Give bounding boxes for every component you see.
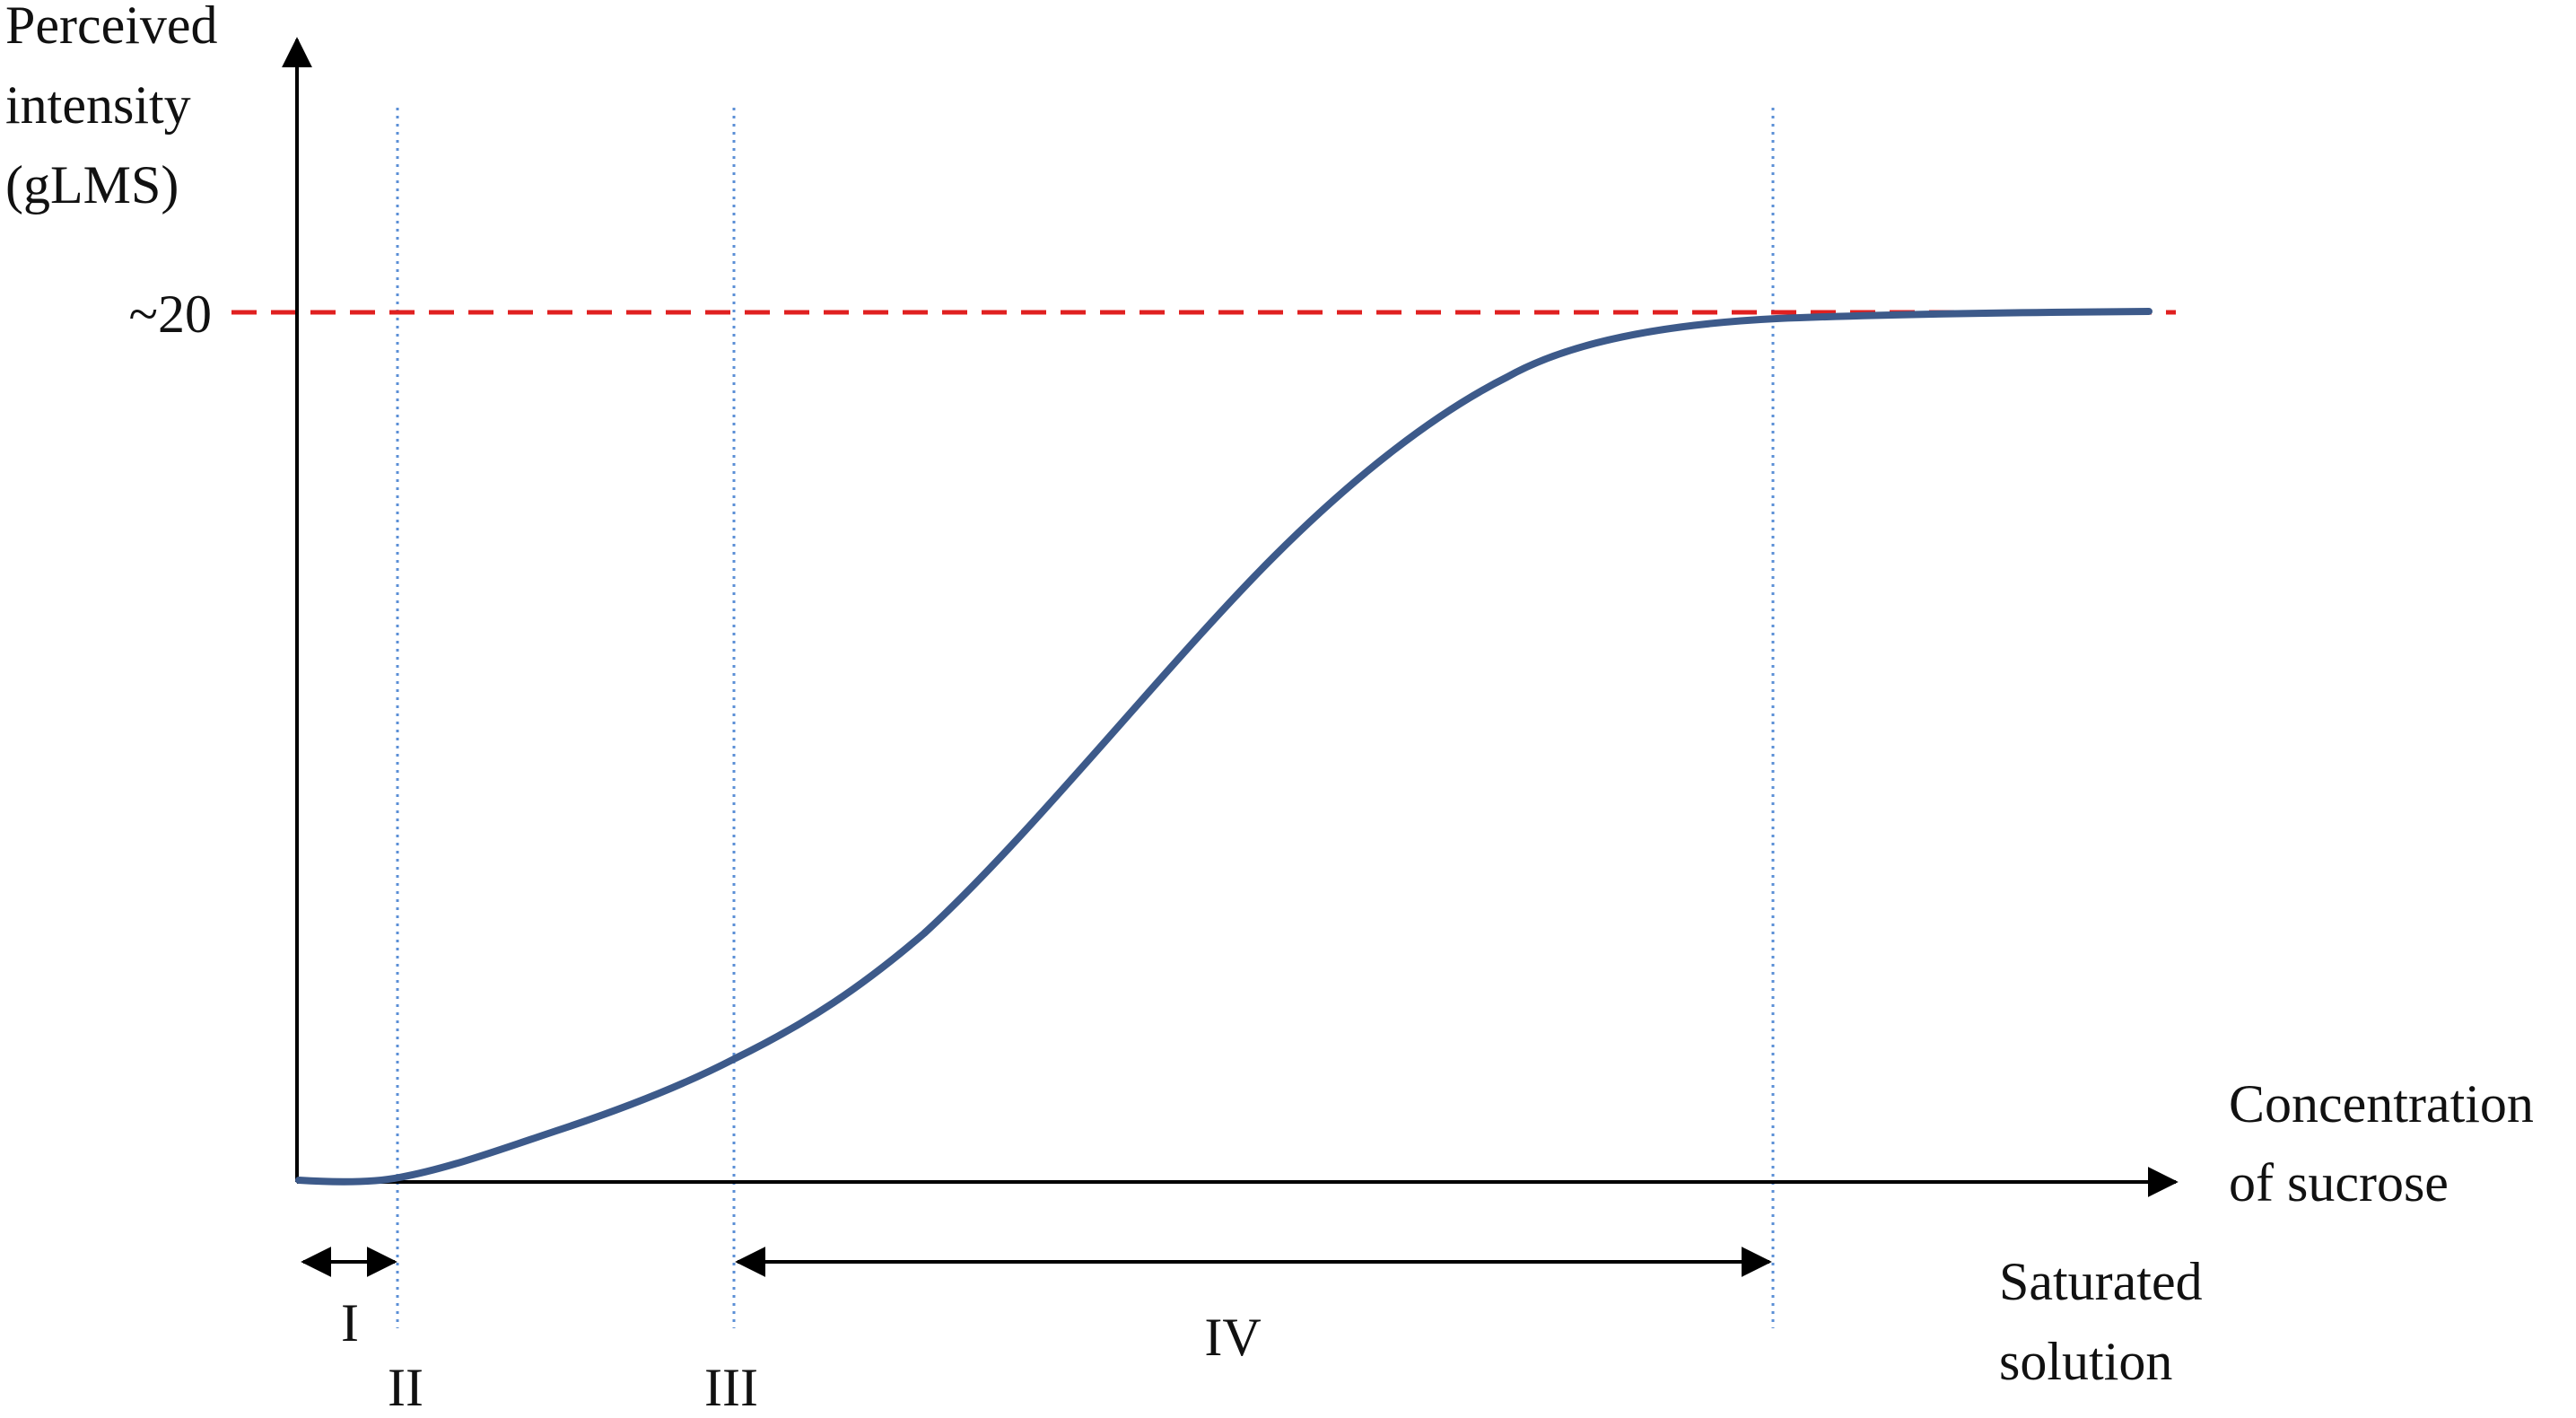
region-label-iii: III — [704, 1358, 758, 1417]
region-label-i: I — [341, 1293, 359, 1352]
intensity-curve — [295, 308, 2152, 1186]
saturated-label-line-2: solution — [1999, 1332, 2172, 1391]
region-label-iv: IV — [1204, 1308, 1261, 1367]
region-label-ii: II — [388, 1358, 424, 1417]
x-axis-label-line-1: Concentration — [2229, 1074, 2534, 1134]
y-axis-label-line-2: intensity — [5, 75, 191, 135]
y-axis-label-line-1: Perceived — [5, 0, 218, 55]
x-axis-label-line-2: of sucrose — [2229, 1153, 2449, 1212]
max-intensity-label: ~20 — [129, 284, 212, 344]
y-axis-label-line-3: (gLMS) — [5, 155, 179, 214]
saturated-label-line-1: Saturated — [1999, 1252, 2203, 1311]
